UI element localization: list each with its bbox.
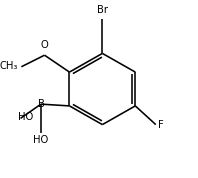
Text: HO: HO: [33, 135, 49, 145]
Text: Br: Br: [97, 5, 108, 15]
Text: CH₃: CH₃: [0, 61, 18, 71]
Text: HO: HO: [18, 112, 33, 122]
Text: B: B: [38, 99, 44, 109]
Text: F: F: [158, 121, 164, 130]
Text: O: O: [41, 40, 48, 50]
